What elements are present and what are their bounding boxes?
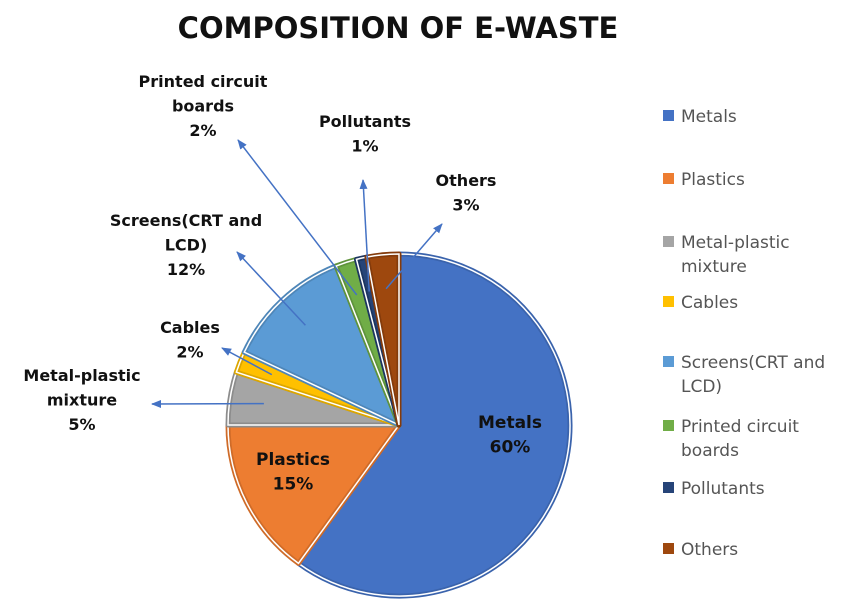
data-labels: Metals 60% Plastics 15% Metal-plastic mixture… — [23, 72, 542, 495]
callout-arrow-others — [385, 223, 443, 290]
legend-entry-plastics: Plastics — [663, 170, 745, 190]
data-label-line: boards — [172, 97, 234, 116]
pie-slice-border-metals — [297, 253, 571, 597]
data-label-line: 2% — [176, 343, 203, 362]
pie-slices — [225, 251, 573, 599]
legend-swatch — [663, 173, 674, 184]
data-label-line: 60% — [490, 438, 531, 458]
legend-swatch — [663, 110, 674, 121]
data-label-line: Pollutants — [319, 112, 411, 131]
legend-swatch — [663, 236, 674, 247]
legend-label-line: Pollutants — [681, 479, 765, 499]
legend-entry-screens-crt-and-lcd: Screens(CRT and LCD) — [663, 353, 825, 397]
callout-arrow-printed-circuit-boards — [237, 139, 358, 296]
legend-swatch — [663, 482, 674, 493]
legend-entry-printed-circuit-boards: Printed circuit boards — [663, 417, 799, 461]
legend-label-line: Printed circuit — [681, 417, 799, 437]
legend-label-line: mixture — [681, 257, 747, 277]
data-label-line: LCD) — [165, 236, 208, 255]
data-label-screens-crt-and-lcd: Screens(CRT and LCD) 12% — [110, 211, 262, 279]
data-label-metals: Metals 60% — [478, 413, 542, 458]
data-label-line: 2% — [189, 121, 216, 140]
legend-swatch — [663, 356, 674, 367]
legend-swatch — [663, 543, 674, 554]
data-label-plastics: Plastics 15% — [256, 450, 330, 495]
chart-title: COMPOSITION OF E-WASTE — [178, 11, 619, 45]
legend-entry-metal-plastic-mixture: Metal-plastic mixture — [663, 233, 790, 277]
data-label-line: 15% — [273, 475, 314, 495]
legend-label-line: Plastics — [681, 170, 745, 190]
data-label-metal-plastic-mixture: Metal-plastic mixture 5% — [23, 366, 140, 434]
data-label-line: 5% — [68, 415, 95, 434]
callout-arrow-cables — [221, 347, 273, 376]
legend-label-line: Metal-plastic — [681, 233, 790, 253]
data-label-line: Printed circuit — [139, 72, 268, 91]
legend-label-line: LCD) — [681, 377, 722, 397]
legend-label-line: Metals — [681, 107, 737, 127]
data-label-line: 1% — [351, 137, 378, 156]
data-label-line: 12% — [167, 260, 205, 279]
data-label-others: Others 3% — [436, 171, 497, 215]
data-label-cables: Cables 2% — [160, 318, 220, 362]
legend-entry-metals: Metals — [663, 107, 737, 127]
legend-label-line: boards — [681, 441, 739, 461]
data-label-line: Others — [436, 171, 497, 190]
data-label-line: Cables — [160, 318, 220, 337]
legend-label-line: Others — [681, 540, 738, 560]
legend-entry-cables: Cables — [663, 293, 738, 313]
callout-arrows — [151, 139, 443, 408]
legend-entry-others: Others — [663, 540, 738, 560]
legend-swatch — [663, 420, 674, 431]
data-label-pollutants: Pollutants 1% — [319, 112, 411, 156]
legend-label-line: Cables — [681, 293, 738, 313]
data-label-line: Metals — [478, 413, 542, 433]
data-label-printed-circuit-boards: Printed circuit boards 2% — [139, 72, 268, 140]
legend: Metals Plastics Metal-plastic mixture Cables… — [663, 107, 825, 560]
data-label-line: mixture — [47, 391, 117, 410]
legend-swatch — [663, 296, 674, 307]
callout-arrow-pollutants — [359, 179, 370, 292]
legend-entry-pollutants: Pollutants — [663, 479, 765, 499]
data-label-line: Plastics — [256, 450, 330, 470]
data-label-line: 3% — [452, 196, 479, 215]
data-label-line: Metal-plastic — [23, 366, 140, 385]
legend-label-line: Screens(CRT and — [681, 353, 825, 373]
data-label-line: Screens(CRT and — [110, 211, 262, 230]
callout-arrow-screens-crt-and-lcd — [236, 251, 306, 326]
pie-slice-border-plastics — [227, 424, 401, 565]
